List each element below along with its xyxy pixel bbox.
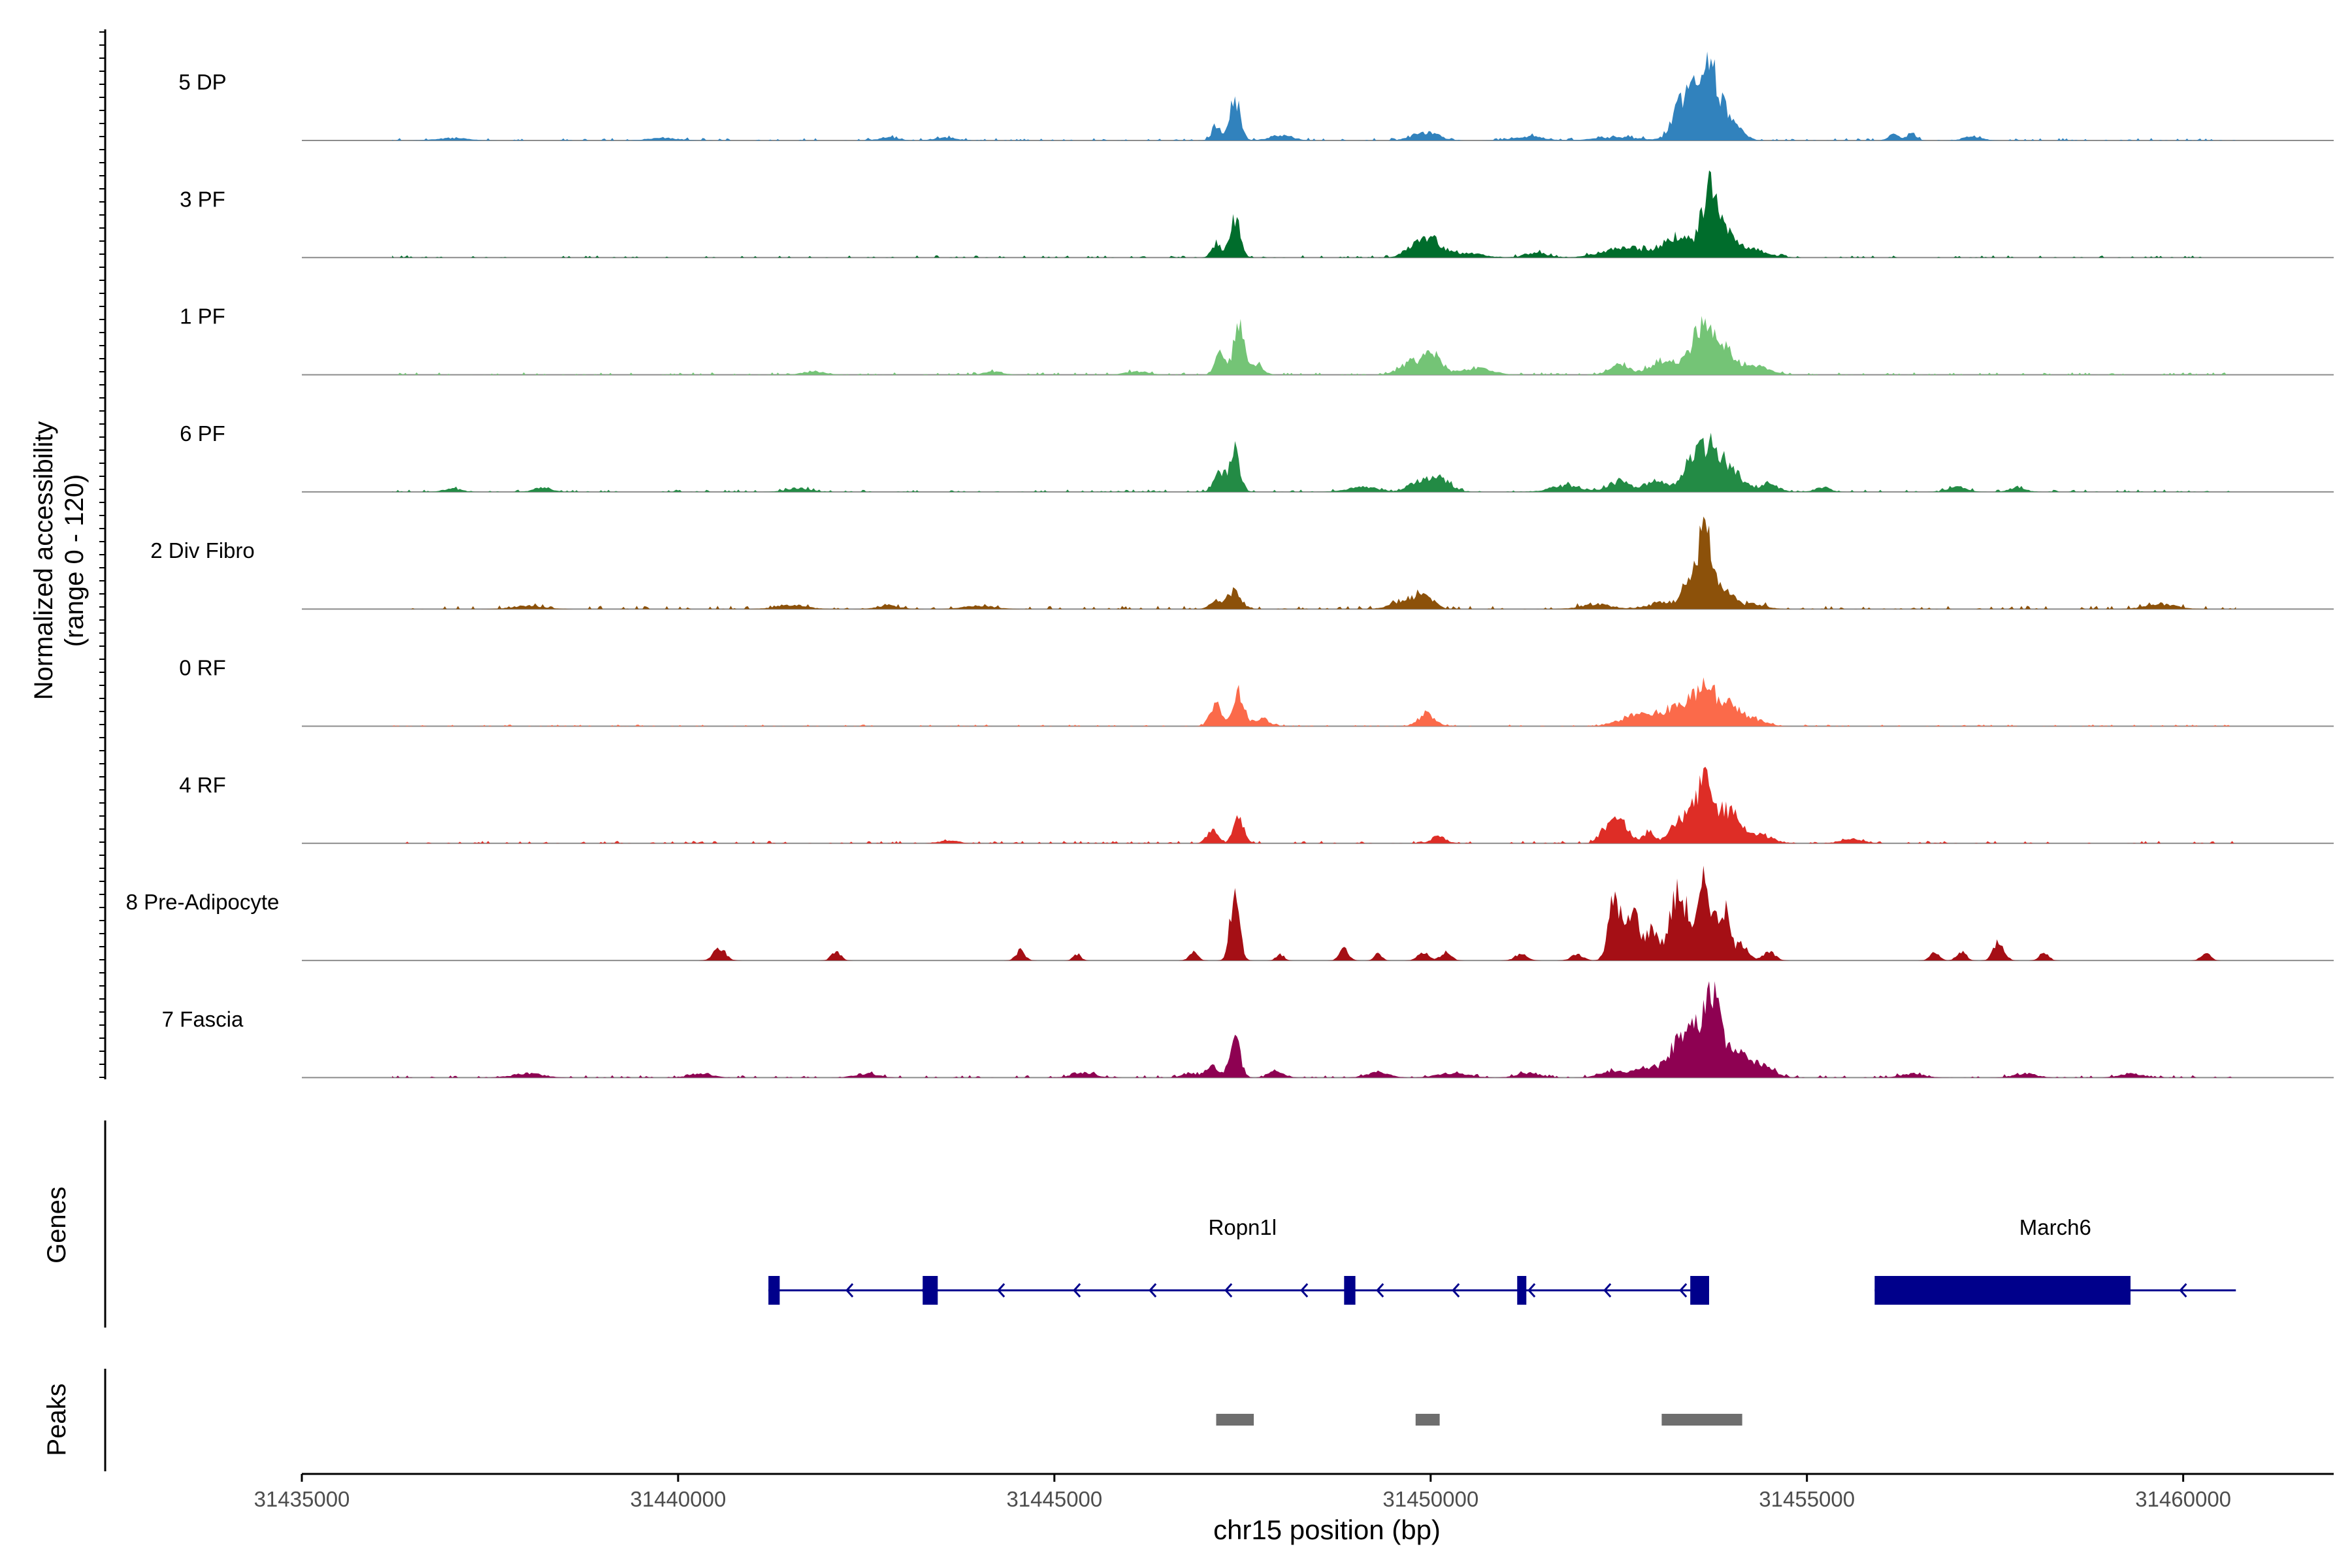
exon <box>768 1276 780 1305</box>
exon <box>1344 1276 1356 1305</box>
track-0-rf: 0 RF <box>179 656 2334 727</box>
strand-arrow <box>1527 1282 1536 1298</box>
coverage-area <box>392 170 2236 258</box>
x-tick-label: 31455000 <box>1759 1487 1855 1511</box>
peak-region <box>1216 1414 1254 1426</box>
gene-label: March6 <box>2019 1215 2091 1239</box>
track-label: 3 PF <box>180 187 225 211</box>
track-label: 0 RF <box>179 656 226 680</box>
exon <box>923 1276 938 1305</box>
coverage-area <box>392 516 2236 610</box>
track-7-fascia: 7 Fascia <box>162 981 2334 1079</box>
gene-ropn1l: Ropn1l <box>768 1215 1709 1305</box>
strand-arrow <box>997 1282 1005 1298</box>
track-label: 8 Pre-Adipocyte <box>126 890 280 914</box>
coverage-area <box>392 866 2236 961</box>
peaks-panel-label: Peaks <box>42 1383 71 1456</box>
coverage-area <box>392 316 2236 375</box>
track-2-div-fibro: 2 Div Fibro <box>150 516 2334 610</box>
coverage-area <box>392 433 2236 492</box>
peak-region <box>1415 1414 1440 1426</box>
strand-arrow <box>1224 1282 1233 1298</box>
track-label: 1 PF <box>180 304 225 329</box>
x-axis-label: chr15 position (bp) <box>1213 1514 1441 1545</box>
peak-region <box>1661 1414 1742 1426</box>
x-tick-label: 31445000 <box>1006 1487 1102 1511</box>
track-4-rf: 4 RF <box>179 766 2334 844</box>
coverage-area <box>392 51 2236 141</box>
peaks-track <box>1216 1414 1742 1426</box>
coverage-y-axis <box>99 29 106 1079</box>
track-1-pf: 1 PF <box>180 304 2334 376</box>
exon <box>1874 1276 2131 1305</box>
track-label: 2 Div Fibro <box>150 538 255 563</box>
gene-label: Ropn1l <box>1209 1215 1277 1239</box>
strand-arrow <box>1073 1282 1081 1298</box>
y-axis-label: Normalized accessibility <box>29 421 58 700</box>
x-tick-label: 31460000 <box>2135 1487 2231 1511</box>
exon <box>1690 1276 1709 1305</box>
strand-arrow <box>1149 1282 1157 1298</box>
track-label: 5 DP <box>178 70 226 94</box>
gene-march6: March6 <box>1874 1215 2236 1305</box>
strand-arrow <box>1376 1282 1384 1298</box>
strand-arrow <box>1452 1282 1460 1298</box>
track-label: 7 Fascia <box>162 1007 244 1031</box>
strand-arrow <box>2179 1282 2187 1298</box>
track-3-pf: 3 PF <box>180 170 2334 259</box>
genes-panel-label: Genes <box>42 1186 71 1264</box>
strand-arrow <box>1300 1282 1309 1298</box>
y-axis-range-label: (range 0 - 120) <box>60 474 89 647</box>
coverage-area <box>392 677 2236 727</box>
track-8-pre-adipocyte: 8 Pre-Adipocyte <box>126 866 2334 962</box>
coverage-area <box>392 766 2236 843</box>
track-6-pf: 6 PF <box>180 421 2334 493</box>
x-tick-label: 31435000 <box>254 1487 350 1511</box>
x-axis: 31435000 31440000 31445000 31450000 31455000… <box>254 1473 2334 1511</box>
strand-arrow <box>1679 1282 1688 1298</box>
coverage-tracks: 5 DP 3 PF 1 PF 6 PF 2 Div Fibro 0 RF 4 RF 8 Pre… <box>126 51 2334 1079</box>
x-tick-label: 31440000 <box>630 1487 727 1511</box>
strand-arrow <box>1603 1282 1612 1298</box>
coverage-area <box>392 981 2236 1078</box>
track-label: 4 RF <box>179 773 226 797</box>
track-5-dp: 5 DP <box>178 51 2334 141</box>
exon <box>1517 1276 1527 1305</box>
genes-track: Ropn1l March6 <box>768 1215 2236 1305</box>
x-tick-label: 31450000 <box>1382 1487 1478 1511</box>
strand-arrow <box>845 1282 854 1298</box>
track-label: 6 PF <box>180 421 225 446</box>
